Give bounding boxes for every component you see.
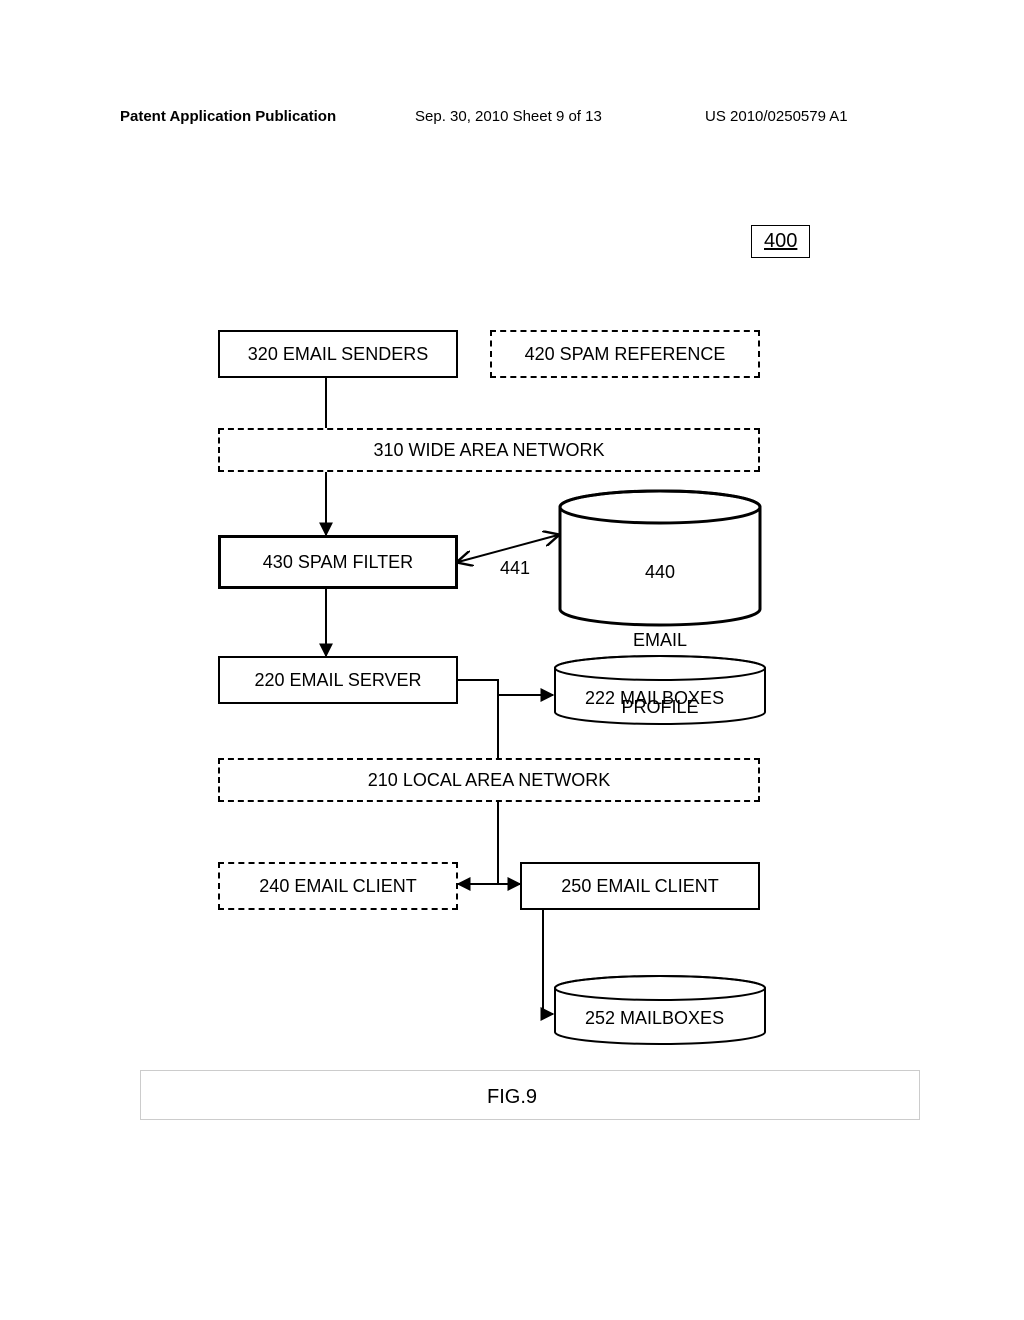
box-email-client-240: 240 EMAIL CLIENT: [218, 862, 458, 910]
label-mailboxes-222: 222 MAILBOXES: [585, 688, 724, 709]
box-email-senders: 320 EMAIL SENDERS: [218, 330, 458, 378]
header-mid: Sep. 30, 2010 Sheet 9 of 13: [415, 108, 602, 125]
figure-label: FIG.9: [0, 1086, 1024, 1109]
box-lan: 210 LOCAL AREA NETWORK: [218, 758, 760, 802]
header-right: US 2010/0250579 A1: [705, 108, 848, 125]
label-441: 441: [500, 558, 530, 579]
header-left: Patent Application Publication: [120, 108, 336, 125]
box-wan: 310 WIDE AREA NETWORK: [218, 428, 760, 472]
profile-db-line-1: EMAIL: [560, 629, 760, 652]
box-email-client-250: 250 EMAIL CLIENT: [520, 862, 760, 910]
figure-reference-number: 400: [751, 225, 810, 258]
profile-db-line-0: 440: [560, 561, 760, 584]
page: Patent Application Publication Sep. 30, …: [0, 0, 1024, 1320]
box-email-server: 220 EMAIL SERVER: [218, 656, 458, 704]
box-spam-reference: 420 SPAM REFERENCE: [490, 330, 760, 378]
label-mailboxes-252: 252 MAILBOXES: [585, 1008, 724, 1029]
box-spam-filter: 430 SPAM FILTER: [218, 535, 458, 589]
diagram-svg: [0, 0, 1024, 1320]
